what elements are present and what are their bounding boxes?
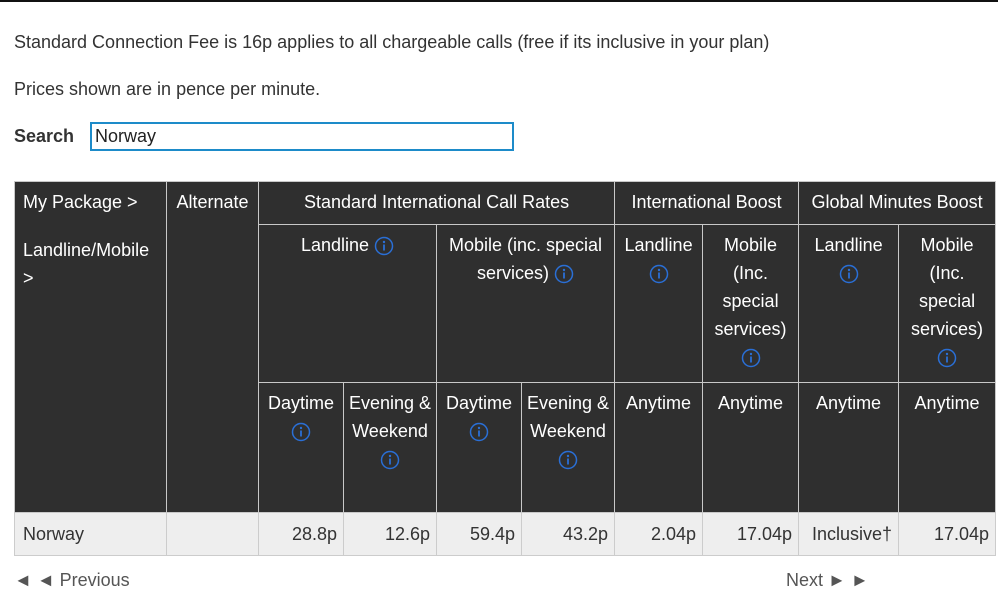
info-icon-part [945, 353, 949, 356]
period-header: Anytime [898, 382, 997, 513]
subgroup-header: Mobile (inc. special services) [435, 224, 616, 383]
info-icon-part [937, 349, 957, 368]
info-icon-part [299, 427, 303, 430]
info-icon[interactable] [558, 450, 578, 470]
header-text: My Package > [23, 192, 138, 212]
info-icon-part [469, 423, 489, 442]
header-text: Evening & Weekend [348, 393, 432, 441]
subgroup-header: Mobile (Inc. special services) [898, 224, 997, 383]
info-icon-part [839, 265, 858, 284]
info-icon-part [554, 265, 574, 284]
info-icon-part [847, 269, 850, 272]
search-input[interactable]: Norway [90, 122, 514, 151]
group-header: International Boost [614, 181, 800, 225]
info-icon-part [649, 265, 668, 284]
rate: 43.2p [520, 512, 616, 556]
info-icon[interactable] [554, 264, 574, 284]
info-icon-part [749, 353, 752, 356]
destination: Norway [14, 512, 167, 556]
period-header: Daytime [436, 382, 522, 513]
table-row: Norway 28.8p 12.6p 59.4p 43.2p 2.04p 17.… [14, 512, 997, 556]
info-icon[interactable] [937, 348, 957, 368]
previous-link[interactable]: ◄ ◄ Previous [14, 570, 130, 590]
header-text: Landline [814, 235, 883, 255]
info-icon[interactable] [741, 348, 761, 368]
info-icon-part [374, 237, 394, 256]
info-icon[interactable] [649, 264, 669, 284]
header-text: Landline/Mobile > [23, 240, 150, 288]
rate: 59.4p [436, 512, 522, 556]
group-header: Standard International Call Rates [257, 181, 616, 225]
rate: 28.8p [258, 512, 344, 556]
rate: Inclusive† [798, 512, 900, 556]
info-icon-part [566, 455, 570, 458]
alternate-cell [166, 512, 259, 556]
period-header: Evening & Weekend [343, 382, 437, 513]
period-header: Daytime [258, 382, 344, 513]
info-icon[interactable] [374, 236, 394, 256]
next-link[interactable]: Next ► ► [786, 570, 869, 590]
notice: Prices shown are in pence per minute. [14, 79, 321, 99]
info-icon-part [562, 269, 566, 272]
header-text: Evening & Weekend [526, 393, 610, 441]
header-text: Landline [300, 235, 370, 255]
group-header: Global Minutes Boost [798, 181, 997, 225]
period-header: Anytime [614, 382, 704, 513]
info-icon[interactable] [469, 422, 489, 442]
rates-table: My Package > Landline/Mobile > Alternate … [14, 181, 997, 556]
info-icon[interactable] [291, 422, 311, 442]
header-text: Mobile (inc. special services) [448, 235, 603, 283]
period-header: Evening & Weekend [520, 382, 616, 513]
info-icon-part [291, 423, 311, 442]
notice: Standard Connection Fee is 16p applies t… [14, 32, 770, 52]
header-text: Daytime [445, 393, 512, 413]
subgroup-header: Mobile (Inc. special services) [702, 224, 800, 383]
package-header: My Package > Landline/Mobile > [14, 181, 167, 513]
info-icon[interactable] [839, 264, 859, 284]
header-text: Daytime [267, 393, 334, 413]
info-icon-part [477, 427, 481, 430]
info-icon-part [380, 451, 400, 470]
rate: 17.04p [702, 512, 800, 556]
header-text: Mobile (Inc. special services) [911, 235, 984, 339]
period-header: Anytime [702, 382, 800, 513]
info-icon-part [558, 451, 578, 470]
info-icon-part [382, 241, 386, 244]
alternate-header: Alternate [166, 181, 259, 513]
rate: 17.04p [898, 512, 997, 556]
subgroup-header: Landline [258, 224, 437, 383]
period-header: Anytime [798, 382, 900, 513]
info-icon-part [657, 269, 660, 272]
search-label: Search [14, 126, 75, 146]
info-icon-part [741, 349, 760, 368]
header-text: Landline [624, 235, 693, 255]
rate: 2.04p [614, 512, 704, 556]
info-icon-part [388, 455, 392, 458]
header-text: Mobile (Inc. special services) [714, 235, 787, 339]
subgroup-header: Landline [798, 224, 900, 383]
subgroup-header: Landline [614, 224, 704, 383]
rate: 12.6p [343, 512, 437, 556]
info-icon[interactable] [380, 450, 400, 470]
